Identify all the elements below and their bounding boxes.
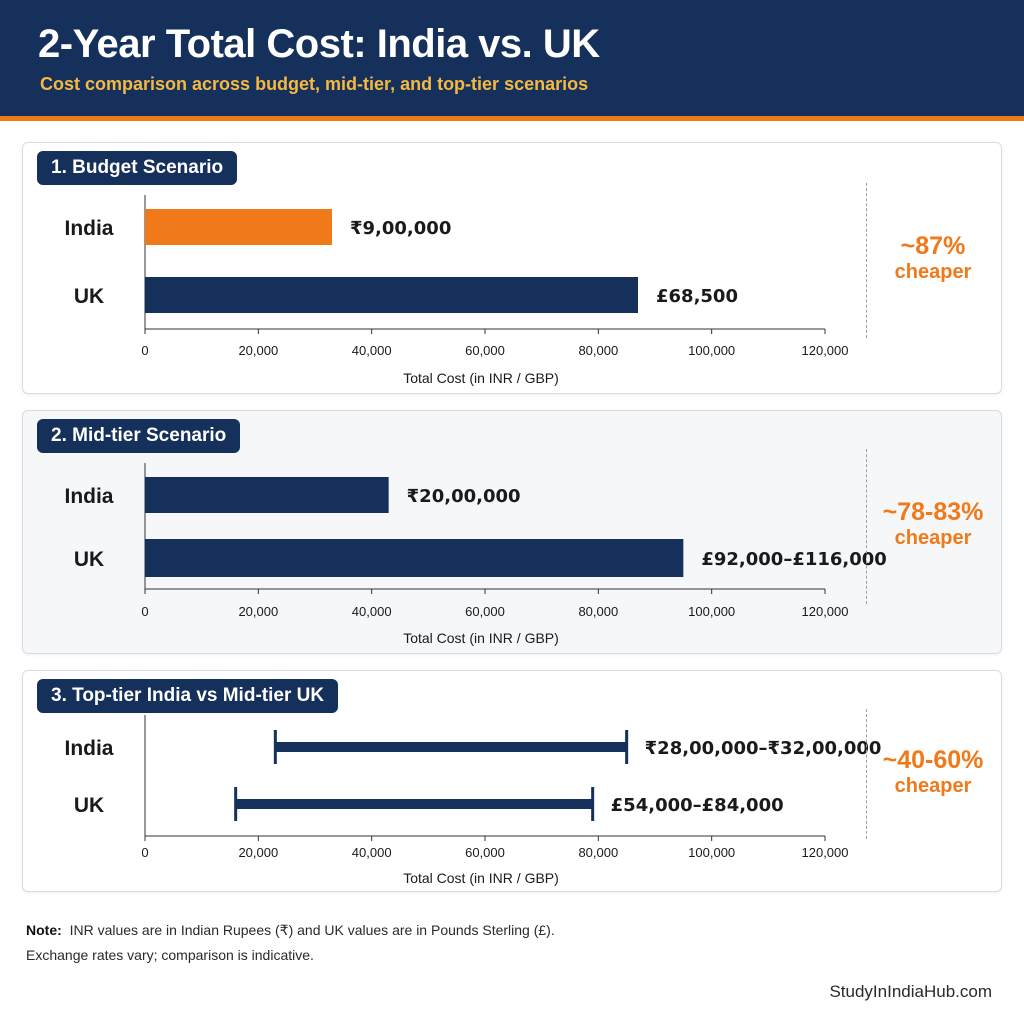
x-tick-label: 100,000 — [688, 343, 735, 358]
panel-divider — [866, 449, 867, 604]
top-tier-comparison-chart: 0 20,000 40,000 60,000 80,000 100,000 120,000 T… — [64, 715, 882, 886]
x-tick-label: 120,000 — [802, 343, 849, 358]
note-line-1: INR values are in Indian Rupees (₹) and … — [69, 922, 555, 938]
bar-india — [145, 209, 332, 245]
top-tier-comparison-panel: 0 20,000 40,000 60,000 80,000 100,000 120,000 T… — [22, 670, 1002, 892]
bar-uk — [145, 277, 638, 313]
x-tick-label: 120,000 — [802, 845, 849, 860]
x-tick-label: 40,000 — [352, 343, 392, 358]
bar-uk — [145, 539, 684, 577]
category-label-india: India — [64, 217, 113, 240]
savings-label: cheaper — [894, 527, 972, 549]
range-bar-india — [275, 742, 627, 752]
mid-tier-scenario-panel: 0 20,000 40,000 60,000 80,000 100,000 120,000 T… — [22, 410, 1002, 654]
panel-title: 1. Budget Scenario — [37, 151, 238, 185]
category-label-uk: UK — [74, 285, 104, 308]
x-axis-title: Total Cost (in INR / GBP) — [403, 870, 559, 886]
note-line-2: Exchange rates vary; comparison is indic… — [26, 947, 314, 963]
note-label: Note: — [26, 922, 62, 938]
savings-percent: ~40-60% — [882, 746, 984, 774]
panel-title: 2. Mid-tier Scenario — [37, 419, 241, 453]
footnote: Note: INR values are in Indian Rupees (₹… — [26, 918, 555, 968]
x-tick-label: 60,000 — [465, 845, 505, 860]
category-label-india: India — [64, 485, 113, 508]
savings-percent: ~87% — [900, 232, 966, 260]
value-label-uk: £54,000–£84,000 — [611, 795, 784, 816]
savings-callout: ~78-83% cheaper — [863, 497, 1003, 549]
header-accent-stripe — [0, 116, 1024, 121]
x-tick-label: 60,000 — [465, 604, 505, 619]
x-tick-label: 0 — [141, 343, 148, 358]
value-label-india: ₹20,00,000 — [407, 486, 521, 507]
savings-label: cheaper — [894, 775, 972, 797]
savings-percent: ~78-83% — [882, 498, 984, 526]
x-tick-label: 40,000 — [352, 845, 392, 860]
x-tick-label: 60,000 — [465, 343, 505, 358]
value-label-india: ₹28,00,000–₹32,00,000 — [645, 738, 882, 759]
mid-tier-scenario-chart: 0 20,000 40,000 60,000 80,000 100,000 120,000 T… — [64, 463, 887, 646]
savings-callout: ~87% cheaper — [863, 231, 1003, 283]
x-tick-label: 20,000 — [238, 845, 278, 860]
x-tick-label: 40,000 — [352, 604, 392, 619]
brand-footer: StudyInIndiaHub.com — [829, 982, 992, 1001]
x-tick-label: 20,000 — [238, 604, 278, 619]
x-axis-title: Total Cost (in INR / GBP) — [403, 630, 559, 646]
value-label-uk: £68,500 — [656, 286, 738, 307]
x-tick-label: 20,000 — [238, 343, 278, 358]
header-banner: 2-Year Total Cost: India vs. UK Cost com… — [0, 0, 1024, 116]
bar-india — [145, 477, 389, 513]
category-label-uk: UK — [74, 794, 104, 817]
page-title: 2-Year Total Cost: India vs. UK — [38, 22, 600, 66]
budget-scenario-panel: 0 20,000 40,000 60,000 80,000 100,000 120,000 T… — [22, 142, 1002, 394]
x-tick-label: 80,000 — [578, 604, 618, 619]
x-tick-label: 80,000 — [578, 343, 618, 358]
panel-title: 3. Top-tier India vs Mid-tier UK — [37, 679, 339, 713]
range-bar-uk — [235, 799, 593, 809]
x-tick-label: 100,000 — [688, 604, 735, 619]
x-tick-label: 100,000 — [688, 845, 735, 860]
budget-scenario-chart: 0 20,000 40,000 60,000 80,000 100,000 120,000 T… — [64, 195, 849, 386]
value-label-uk: £92,000–£116,000 — [701, 549, 887, 570]
x-tick-label: 120,000 — [802, 604, 849, 619]
category-label-india: India — [64, 737, 113, 760]
value-label-india: ₹9,00,000 — [350, 218, 451, 239]
x-tick-label: 0 — [141, 604, 148, 619]
page-subtitle: Cost comparison across budget, mid-tier,… — [40, 74, 589, 94]
x-axis-title: Total Cost (in INR / GBP) — [403, 370, 559, 386]
panel-divider — [866, 709, 867, 839]
x-tick-label: 0 — [141, 845, 148, 860]
category-label-uk: UK — [74, 548, 104, 571]
panel-divider — [866, 183, 867, 338]
x-tick-label: 80,000 — [578, 845, 618, 860]
savings-label: cheaper — [894, 261, 972, 283]
savings-callout: ~40-60% cheaper — [863, 745, 1003, 797]
